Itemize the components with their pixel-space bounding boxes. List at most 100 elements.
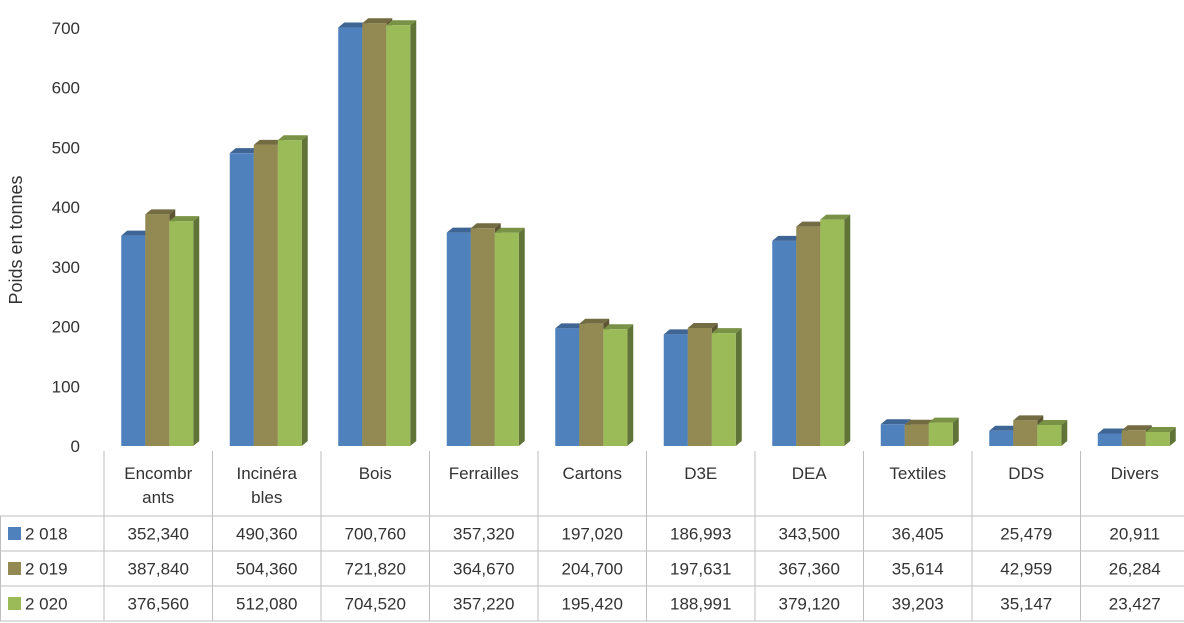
bar-front [169,221,194,446]
data-label: 195,420 [562,595,623,614]
bar-top [989,425,1020,431]
bar-front [386,25,411,447]
bar-front [880,424,905,446]
bar-side [1061,420,1068,446]
bar-top [1037,420,1068,426]
bar-side [1169,427,1176,446]
legend-swatch [8,562,21,575]
data-label: 512,080 [236,595,297,614]
bar-top [663,329,694,335]
bar-front [663,334,688,446]
data-label: 490,360 [236,525,297,544]
bar-front [494,232,519,446]
x-tick-label: Ferrailles [449,464,519,483]
y-tick-label: 300 [52,258,80,277]
data-label: 35,614 [892,560,944,579]
bar-top [928,417,959,423]
bar-front [1097,433,1122,446]
bar-top [904,419,935,425]
data-label: 25,479 [1000,525,1052,544]
bar-side [952,417,959,446]
bar-front [796,226,821,446]
bar-side [518,227,525,446]
y-tick-label: 500 [52,138,80,157]
bar-front [555,328,580,446]
y-tick-label: 100 [52,377,80,396]
bar-top [121,230,152,236]
bar-side [844,214,851,446]
bar-top [446,227,477,233]
bar-top [362,18,393,24]
bars [121,18,1176,447]
bar-front [603,329,628,446]
data-label: 36,405 [892,525,944,544]
bar-front [145,214,170,446]
bar-top [386,20,417,26]
bar-front [1037,425,1062,446]
bar-front [1013,420,1038,446]
bar-front [253,144,278,447]
data-label: 42,959 [1000,560,1052,579]
y-axis-label: Poids en tonnes [6,175,26,304]
y-axis: 0 100 200 300 400 500 600 700 [52,19,80,456]
bar-side [301,135,308,446]
x-tick-label: Cartons [562,464,622,483]
data-label: 352,340 [128,525,189,544]
bar-top [1145,427,1176,433]
data-label: 204,700 [562,560,623,579]
data-label: 376,560 [128,595,189,614]
bar-top [603,324,634,330]
bar-top [579,318,610,324]
data-label: 700,760 [345,525,406,544]
y-tick-label: 200 [52,318,80,337]
bar-top [1013,415,1044,421]
bar-top [169,216,200,222]
bar [386,20,417,447]
legend-swatch [8,597,21,610]
legend-label: 2 020 [25,595,68,614]
bar [169,216,200,446]
bar-front [772,240,797,446]
bar-top [470,223,501,229]
x-tick-label: ants [142,488,174,507]
bar-front [1121,430,1146,446]
data-label: 35,147 [1000,595,1052,614]
x-tick-label: Divers [1111,464,1159,483]
x-tick-label: bles [251,488,282,507]
data-label: 387,840 [128,560,189,579]
bar-top [772,235,803,241]
bar-front [579,323,604,446]
bar [603,324,634,446]
bar-front [229,153,254,446]
bar-front [989,430,1014,446]
data-label: 343,500 [779,525,840,544]
data-label: 197,020 [562,525,623,544]
bar-front [1145,432,1170,446]
data-label: 721,820 [345,560,406,579]
data-label: 20,911 [1109,525,1160,544]
bar-top [229,148,260,154]
data-table: Encombr ants Incinéra bles Bois Ferrailles Car… [0,451,1184,622]
bar-top [145,209,176,215]
bar-side [735,328,742,446]
x-tick-label: Textiles [889,464,946,483]
bar-front [121,235,146,446]
data-label: 504,360 [236,560,297,579]
y-tick-label: 700 [52,19,80,38]
y-tick-label: 0 [71,437,80,456]
legend-swatch [8,527,21,540]
bar-front [820,219,845,446]
data-label: 26,284 [1109,560,1161,579]
bar [1037,420,1068,446]
bar-top [880,419,911,425]
y-tick-label: 600 [52,79,80,98]
bar [1145,427,1176,446]
bar-front [904,424,929,446]
x-tick-label: DDS [1008,464,1044,483]
bar-front [362,23,387,446]
x-tick-label: Bois [359,464,392,483]
x-tick-label: Incinéra [237,464,298,483]
x-tick-label: DEA [792,464,828,483]
bar-front [277,140,302,446]
data-label: 379,120 [779,595,840,614]
